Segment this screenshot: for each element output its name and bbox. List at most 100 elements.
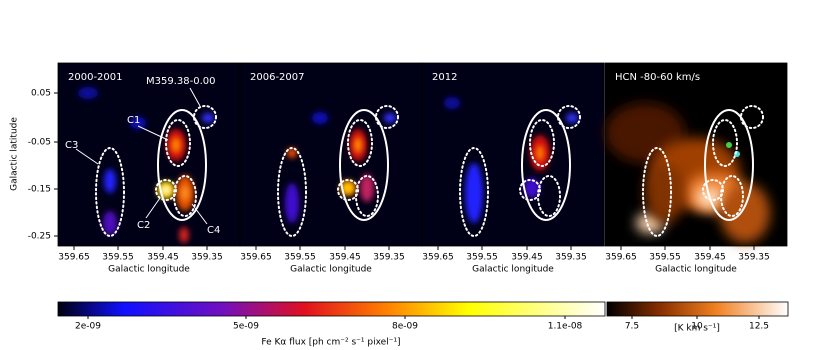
- region: [155, 179, 177, 201]
- x-tick-label: 359.65: [58, 253, 90, 263]
- emission: [344, 184, 352, 192]
- emission: [179, 227, 189, 243]
- colorbar-tick-label: 2e-09: [75, 322, 101, 332]
- marker: [726, 142, 732, 148]
- emission: [287, 148, 297, 158]
- region: [704, 109, 754, 221]
- region: [459, 147, 489, 237]
- region: [557, 105, 581, 129]
- x-axis-label: Galactic longitude: [290, 265, 372, 275]
- region: [712, 119, 738, 167]
- x-tick-label: 359.35: [555, 253, 587, 263]
- emission: [181, 185, 189, 201]
- y-tick-label: -0.15: [28, 185, 51, 195]
- y-axis-label: Galactic latitude: [10, 117, 20, 191]
- annotation: C3: [65, 140, 78, 151]
- emission: [285, 183, 299, 223]
- x-tick-label: 359.45: [329, 253, 361, 263]
- region: [277, 147, 307, 237]
- x-tick-label: 359.55: [102, 253, 134, 263]
- panel-frame: [421, 62, 605, 247]
- panel-title: 2006-2007: [250, 72, 305, 83]
- colorbar: [606, 301, 789, 317]
- x-tick-label: 359.65: [422, 253, 454, 263]
- x-tick-label: 359.65: [605, 253, 637, 263]
- emission: [645, 163, 685, 223]
- panel-image: [422, 63, 604, 246]
- panel: HCN -80-60 km/s 359.65 359.55 359.45 359.35G…: [604, 62, 788, 275]
- colorbar-label: Fe Kα flux [ph cm⁻² s⁻¹ pixel⁻¹]: [261, 338, 400, 348]
- colorbar-tick-label: 10: [691, 322, 703, 332]
- region: [521, 109, 571, 221]
- emission: [465, 163, 483, 223]
- emission: [103, 211, 117, 235]
- panel-title: 2000-2001: [68, 72, 123, 83]
- region: [702, 179, 724, 201]
- colorbar-tick-label: 12.5: [749, 322, 769, 332]
- panel-title: 2012: [432, 72, 457, 83]
- region: [173, 175, 197, 217]
- emission: [354, 137, 362, 153]
- region: [165, 119, 191, 167]
- x-tick-label: 359.55: [284, 253, 316, 263]
- emission: [444, 97, 460, 109]
- emission: [202, 113, 214, 123]
- annotation: C4: [207, 225, 220, 236]
- region: [740, 105, 764, 129]
- annotation: C2: [137, 220, 150, 231]
- x-axis-label: Galactic longitude: [108, 265, 190, 275]
- panel-frame: [604, 62, 788, 247]
- colorbar-tick-label: 5e-09: [233, 322, 259, 332]
- emission: [720, 183, 770, 243]
- emission: [104, 169, 116, 193]
- x-tick-label: 359.65: [240, 253, 272, 263]
- annotation: C1: [127, 115, 140, 126]
- emission: [566, 113, 578, 123]
- colorbar-tick-label: 7.5: [625, 322, 639, 332]
- region: [529, 119, 555, 167]
- emission: [78, 87, 98, 99]
- colorbar-tick-label: 1.1e-08: [548, 322, 583, 332]
- region: [337, 179, 359, 201]
- x-tick-label: 359.45: [694, 253, 726, 263]
- y-tick-label: 0.05: [31, 89, 51, 99]
- panel: 2000-2001 359.65 359.55 359.45 359.35Galacti…: [57, 62, 241, 275]
- region: [347, 119, 373, 167]
- region: [193, 105, 217, 129]
- region: [375, 105, 399, 129]
- colorbar-label: [K km s⁻¹]: [674, 324, 720, 334]
- y-tick-label: -0.25: [28, 232, 51, 242]
- region: [339, 109, 389, 221]
- emission: [171, 137, 181, 153]
- x-tick-label: 359.35: [191, 253, 223, 263]
- region: [519, 179, 541, 201]
- x-axis-label: Galactic longitude: [655, 265, 737, 275]
- region: [157, 109, 207, 221]
- emission: [130, 117, 146, 129]
- region: [642, 147, 672, 237]
- panel: 2006-2007 359.65 359.55 359.45 359.35Galacti…: [239, 62, 423, 275]
- y-tick-label: -0.05: [28, 138, 51, 148]
- colorbar-tick-label: 8e-09: [392, 322, 418, 332]
- annotation-lines: [75, 87, 208, 225]
- x-tick-label: 359.45: [147, 253, 179, 263]
- region: [720, 175, 744, 217]
- emission: [162, 186, 170, 194]
- annotation: M359.38-0.00: [146, 76, 216, 87]
- x-tick-label: 359.55: [466, 253, 498, 263]
- panel-title: HCN -80-60 km/s: [615, 72, 700, 83]
- emission: [312, 112, 328, 124]
- region: [537, 175, 561, 217]
- emission: [384, 113, 396, 123]
- panel-image: [240, 63, 422, 246]
- emission: [536, 145, 544, 161]
- emission: [360, 174, 374, 202]
- x-tick-label: 359.35: [373, 253, 405, 263]
- colorbar: [57, 301, 606, 317]
- x-tick-label: 359.45: [511, 253, 543, 263]
- x-axis-label: Galactic longitude: [472, 265, 554, 275]
- x-tick-label: 359.35: [738, 253, 770, 263]
